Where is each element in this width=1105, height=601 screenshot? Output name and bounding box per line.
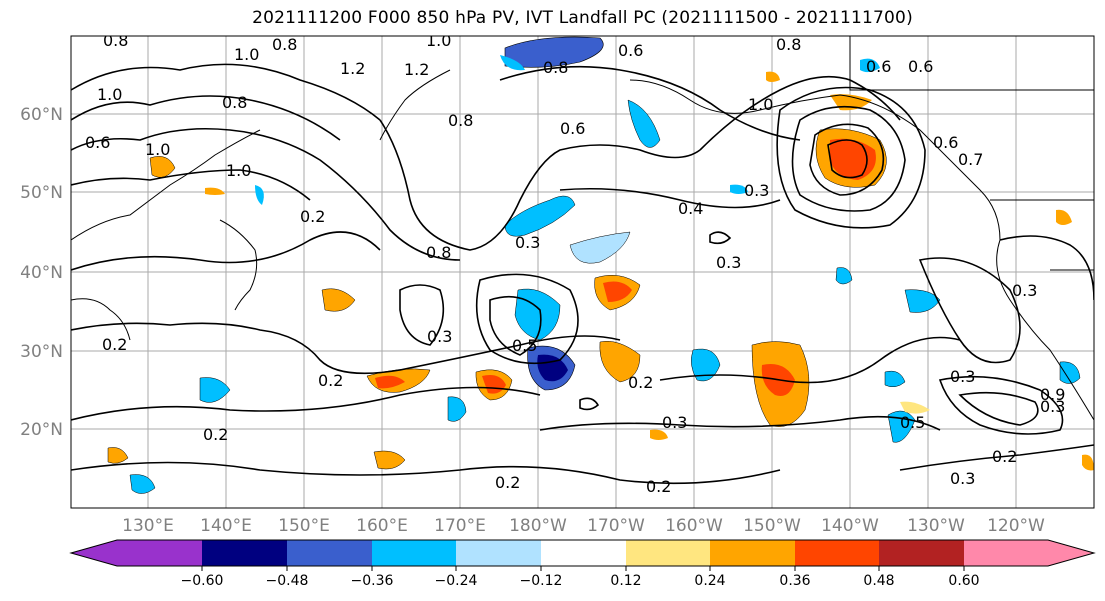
colorbar-swatch	[117, 540, 202, 566]
contour-label: 0.2	[646, 477, 671, 496]
lat-tick-label: 30°N	[20, 342, 63, 362]
contour-label: 0.8	[543, 58, 568, 77]
contour-label: 0.2	[318, 371, 343, 390]
colorbar-outline	[69, 539, 1096, 567]
lon-tick-label: 140°W	[821, 516, 879, 536]
contour-label: 0.3	[950, 367, 975, 386]
contour-label: 0.3	[662, 413, 687, 432]
contour-label: 0.6	[85, 133, 110, 152]
colorbar-swatch	[372, 540, 456, 566]
contour-label: 0.2	[495, 473, 520, 492]
colorbar-extend-min	[71, 540, 117, 566]
lon-tick-label: 160°W	[665, 516, 723, 536]
lon-tick-label: 170°E	[434, 516, 486, 536]
map-area: 0.8 1.0 0.8 1.2 1.0 0.8 0.6 1.0 1.2 0.8 …	[71, 31, 1094, 508]
contour-label: 0.3	[744, 181, 769, 200]
contour-label: 0.8	[272, 35, 297, 54]
lon-tick-label: 120°W	[987, 516, 1045, 536]
contour-label: 0.3	[950, 469, 975, 488]
contour-label: 0.8	[103, 31, 128, 50]
contour-label: 1.2	[340, 59, 365, 78]
contour-label: 1.2	[404, 60, 429, 79]
contour-label: 0.8	[426, 243, 451, 262]
colorbar-tick-label: 0.24	[694, 573, 725, 589]
colorbar-tick-label: 0.48	[863, 573, 894, 589]
colorbar-tick-label: −0.36	[351, 573, 394, 589]
contour-label: 0.6	[908, 57, 933, 76]
contour-label: 0.8	[222, 93, 247, 112]
colorbar-swatch	[287, 540, 372, 566]
lat-tick-label: 40°N	[20, 263, 63, 283]
colorbar-swatch	[202, 540, 287, 566]
colorbar-tick-label: −0.48	[266, 573, 309, 589]
lon-tick-label: 150°W	[743, 516, 801, 536]
lon-tick-label: 170°W	[587, 516, 645, 536]
colorbar-swatch	[541, 540, 626, 566]
lon-tick-label: 130°E	[122, 516, 174, 536]
lat-tick-label: 50°N	[20, 183, 63, 203]
contour-label: 1.0	[226, 161, 251, 180]
contour-label: 0.6	[933, 133, 958, 152]
lat-tick-label: 60°N	[20, 105, 63, 125]
map-frame	[70, 35, 1095, 509]
contour-label: 0.8	[448, 111, 473, 130]
contour-label: 1.0	[97, 85, 122, 104]
contour-label: 0.3	[427, 327, 452, 346]
contour-label: 0.2	[102, 335, 127, 354]
contour-label: 0.2	[628, 373, 653, 392]
contour-label: 1.0	[426, 31, 451, 50]
contour-label: 0.3	[1012, 281, 1037, 300]
contour-label: 0.2	[203, 425, 228, 444]
gridlines	[71, 36, 1094, 508]
colorbar-tick-label: −0.60	[181, 573, 224, 589]
lat-tick-label: 20°N	[20, 420, 63, 440]
colorbar-swatch	[710, 540, 795, 566]
lon-tick-label: 140°E	[200, 516, 252, 536]
contour-label: 0.2	[992, 447, 1017, 466]
colorbar-tick-label: 0.12	[610, 573, 641, 589]
lat-axis: 60°N 50°N 40°N 30°N 20°N	[20, 105, 63, 440]
contour-labels: 0.8 1.0 0.8 1.2 1.0 0.8 0.6 1.0 1.2 0.8 …	[85, 31, 1065, 496]
colorbar-extend-max	[1048, 540, 1094, 566]
negative-anomalies	[129, 36, 1081, 494]
colorbar-swatch	[964, 540, 1048, 566]
map-title: 2021111200 F000 850 hPa PV, IVT Landfall…	[252, 8, 913, 28]
contour-label: 0.4	[678, 199, 703, 218]
coastlines	[71, 36, 1094, 421]
lon-tick-label: 180°W	[509, 516, 567, 536]
colorbar-swatch	[879, 540, 964, 566]
contour-label: 0.5	[900, 413, 925, 432]
colorbar-tick-label: −0.24	[435, 573, 478, 589]
contour-lines	[71, 63, 1094, 485]
contour-label: 0.6	[866, 57, 891, 76]
lon-tick-label: 160°E	[356, 516, 408, 536]
colorbar: −0.60 −0.48 −0.36 −0.24 −0.12 0.12 0.24 …	[69, 539, 1096, 589]
contour-label: 0.3	[515, 233, 540, 252]
contour-label: 0.6	[618, 41, 643, 60]
contour-label: 0.3	[716, 253, 741, 272]
contour-label: 1.0	[748, 95, 773, 114]
colorbar-tick-label: 0.60	[948, 573, 979, 589]
contour-label: 0.7	[958, 150, 983, 169]
contour-label: 0.9	[1040, 385, 1065, 404]
contour-label: 0.2	[300, 207, 325, 226]
colorbar-swatch	[795, 540, 879, 566]
colorbar-swatch	[456, 540, 541, 566]
colorbar-tick-label: 0.36	[779, 573, 810, 589]
lon-tick-label: 130°W	[907, 516, 965, 536]
contour-label: 1.0	[234, 45, 259, 64]
contour-label: 0.3	[1040, 397, 1065, 416]
lon-axis: 130°E 140°E 150°E 160°E 170°E 180°W 170°…	[122, 516, 1045, 536]
contour-label: 1.0	[145, 140, 170, 159]
colorbar-tick-label: −0.12	[520, 573, 563, 589]
contour-label: 0.8	[776, 35, 801, 54]
lon-tick-label: 150°E	[278, 516, 330, 536]
contour-label: 0.6	[560, 119, 585, 138]
colorbar-swatch	[626, 540, 710, 566]
contour-label: 0.5	[512, 336, 537, 355]
